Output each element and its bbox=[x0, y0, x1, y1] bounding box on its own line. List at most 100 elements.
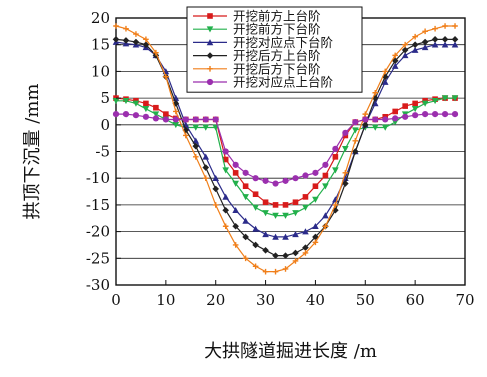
y-tick-label: -25 bbox=[86, 249, 110, 267]
data-point bbox=[232, 242, 239, 248]
data-point bbox=[252, 241, 259, 249]
data-point bbox=[206, 52, 214, 59]
data-point bbox=[322, 212, 329, 219]
data-point bbox=[222, 148, 229, 155]
data-point bbox=[206, 78, 214, 86]
data-point bbox=[262, 177, 269, 184]
series-5 bbox=[113, 23, 458, 275]
data-point bbox=[422, 28, 428, 35]
data-point bbox=[451, 36, 459, 43]
data-point bbox=[282, 202, 289, 208]
data-point bbox=[442, 23, 448, 29]
data-point bbox=[222, 167, 229, 174]
data-point bbox=[222, 206, 229, 214]
legend-label: 开挖后方下台阶 bbox=[233, 61, 321, 76]
data-point bbox=[441, 111, 449, 118]
data-point bbox=[232, 206, 239, 214]
legend-item: 开挖前方上台阶 bbox=[193, 9, 321, 24]
data-point bbox=[242, 217, 249, 224]
data-point bbox=[441, 36, 449, 43]
data-point bbox=[302, 250, 309, 256]
data-point bbox=[242, 255, 249, 262]
legend-label: 开挖对应点上台阶 bbox=[233, 75, 334, 90]
data-point bbox=[212, 174, 220, 181]
data-point bbox=[272, 268, 279, 275]
y-tick-label: -5 bbox=[95, 143, 110, 161]
data-point bbox=[173, 108, 179, 115]
data-point bbox=[312, 239, 319, 246]
y-tick-label: -15 bbox=[86, 196, 110, 214]
data-point bbox=[431, 41, 439, 48]
data-point bbox=[332, 202, 339, 208]
data-point bbox=[192, 154, 199, 160]
data-point bbox=[332, 154, 339, 160]
data-point bbox=[292, 230, 299, 238]
data-point bbox=[352, 127, 359, 134]
data-point bbox=[152, 115, 159, 122]
y-tick-label: 15 bbox=[91, 36, 110, 54]
legend-item: 开挖前方下台阶 bbox=[193, 22, 321, 37]
data-point bbox=[262, 210, 269, 217]
data-point bbox=[252, 191, 259, 198]
data-point bbox=[342, 170, 349, 176]
data-point bbox=[142, 41, 150, 48]
data-point bbox=[132, 38, 140, 46]
data-point bbox=[342, 180, 349, 187]
data-point bbox=[332, 167, 339, 174]
data-point bbox=[143, 100, 149, 107]
data-point bbox=[342, 129, 349, 136]
data-point bbox=[252, 204, 259, 211]
data-point bbox=[262, 268, 269, 275]
data-point bbox=[332, 145, 339, 152]
data-point bbox=[411, 46, 419, 53]
data-point bbox=[441, 95, 449, 102]
data-point bbox=[381, 73, 389, 81]
data-point bbox=[262, 199, 269, 206]
data-point bbox=[422, 111, 429, 118]
data-point bbox=[122, 111, 130, 118]
x-tick-label: 60 bbox=[406, 291, 425, 309]
data-point bbox=[362, 116, 369, 123]
data-point bbox=[212, 185, 220, 193]
legend-item: 开挖对应点下台阶 bbox=[193, 35, 334, 50]
data-point bbox=[401, 52, 409, 59]
data-point bbox=[272, 180, 279, 187]
legend-label: 开挖对应点下台阶 bbox=[233, 35, 334, 50]
data-point bbox=[222, 193, 229, 200]
data-point bbox=[212, 202, 219, 208]
data-point bbox=[392, 108, 398, 115]
data-point bbox=[421, 100, 429, 107]
data-point bbox=[302, 228, 309, 235]
data-point bbox=[312, 196, 319, 203]
legend-box bbox=[186, 6, 363, 93]
y-tick-label: 5 bbox=[100, 89, 110, 107]
data-point bbox=[112, 36, 120, 43]
data-point bbox=[113, 23, 119, 29]
data-point bbox=[142, 113, 150, 120]
y-tick-label: -10 bbox=[86, 169, 110, 187]
data-point bbox=[207, 66, 213, 72]
data-point bbox=[183, 132, 189, 139]
data-point bbox=[162, 116, 169, 123]
data-point bbox=[402, 41, 408, 48]
data-point bbox=[192, 124, 200, 131]
legend-label: 开挖前方上台阶 bbox=[233, 9, 321, 24]
legend-label: 开挖后方上台阶 bbox=[233, 48, 321, 63]
data-point bbox=[371, 124, 379, 131]
data-point bbox=[252, 225, 259, 232]
data-point bbox=[282, 177, 289, 184]
series-2 bbox=[112, 95, 459, 219]
data-point bbox=[282, 212, 289, 219]
data-point bbox=[282, 266, 289, 272]
data-point bbox=[411, 41, 419, 48]
data-point bbox=[451, 95, 459, 102]
data-point bbox=[242, 194, 249, 201]
data-point bbox=[132, 112, 140, 119]
data-point bbox=[282, 252, 289, 259]
data-point bbox=[153, 49, 159, 56]
data-point bbox=[402, 113, 409, 120]
data-point bbox=[202, 175, 209, 181]
data-point bbox=[222, 156, 229, 163]
